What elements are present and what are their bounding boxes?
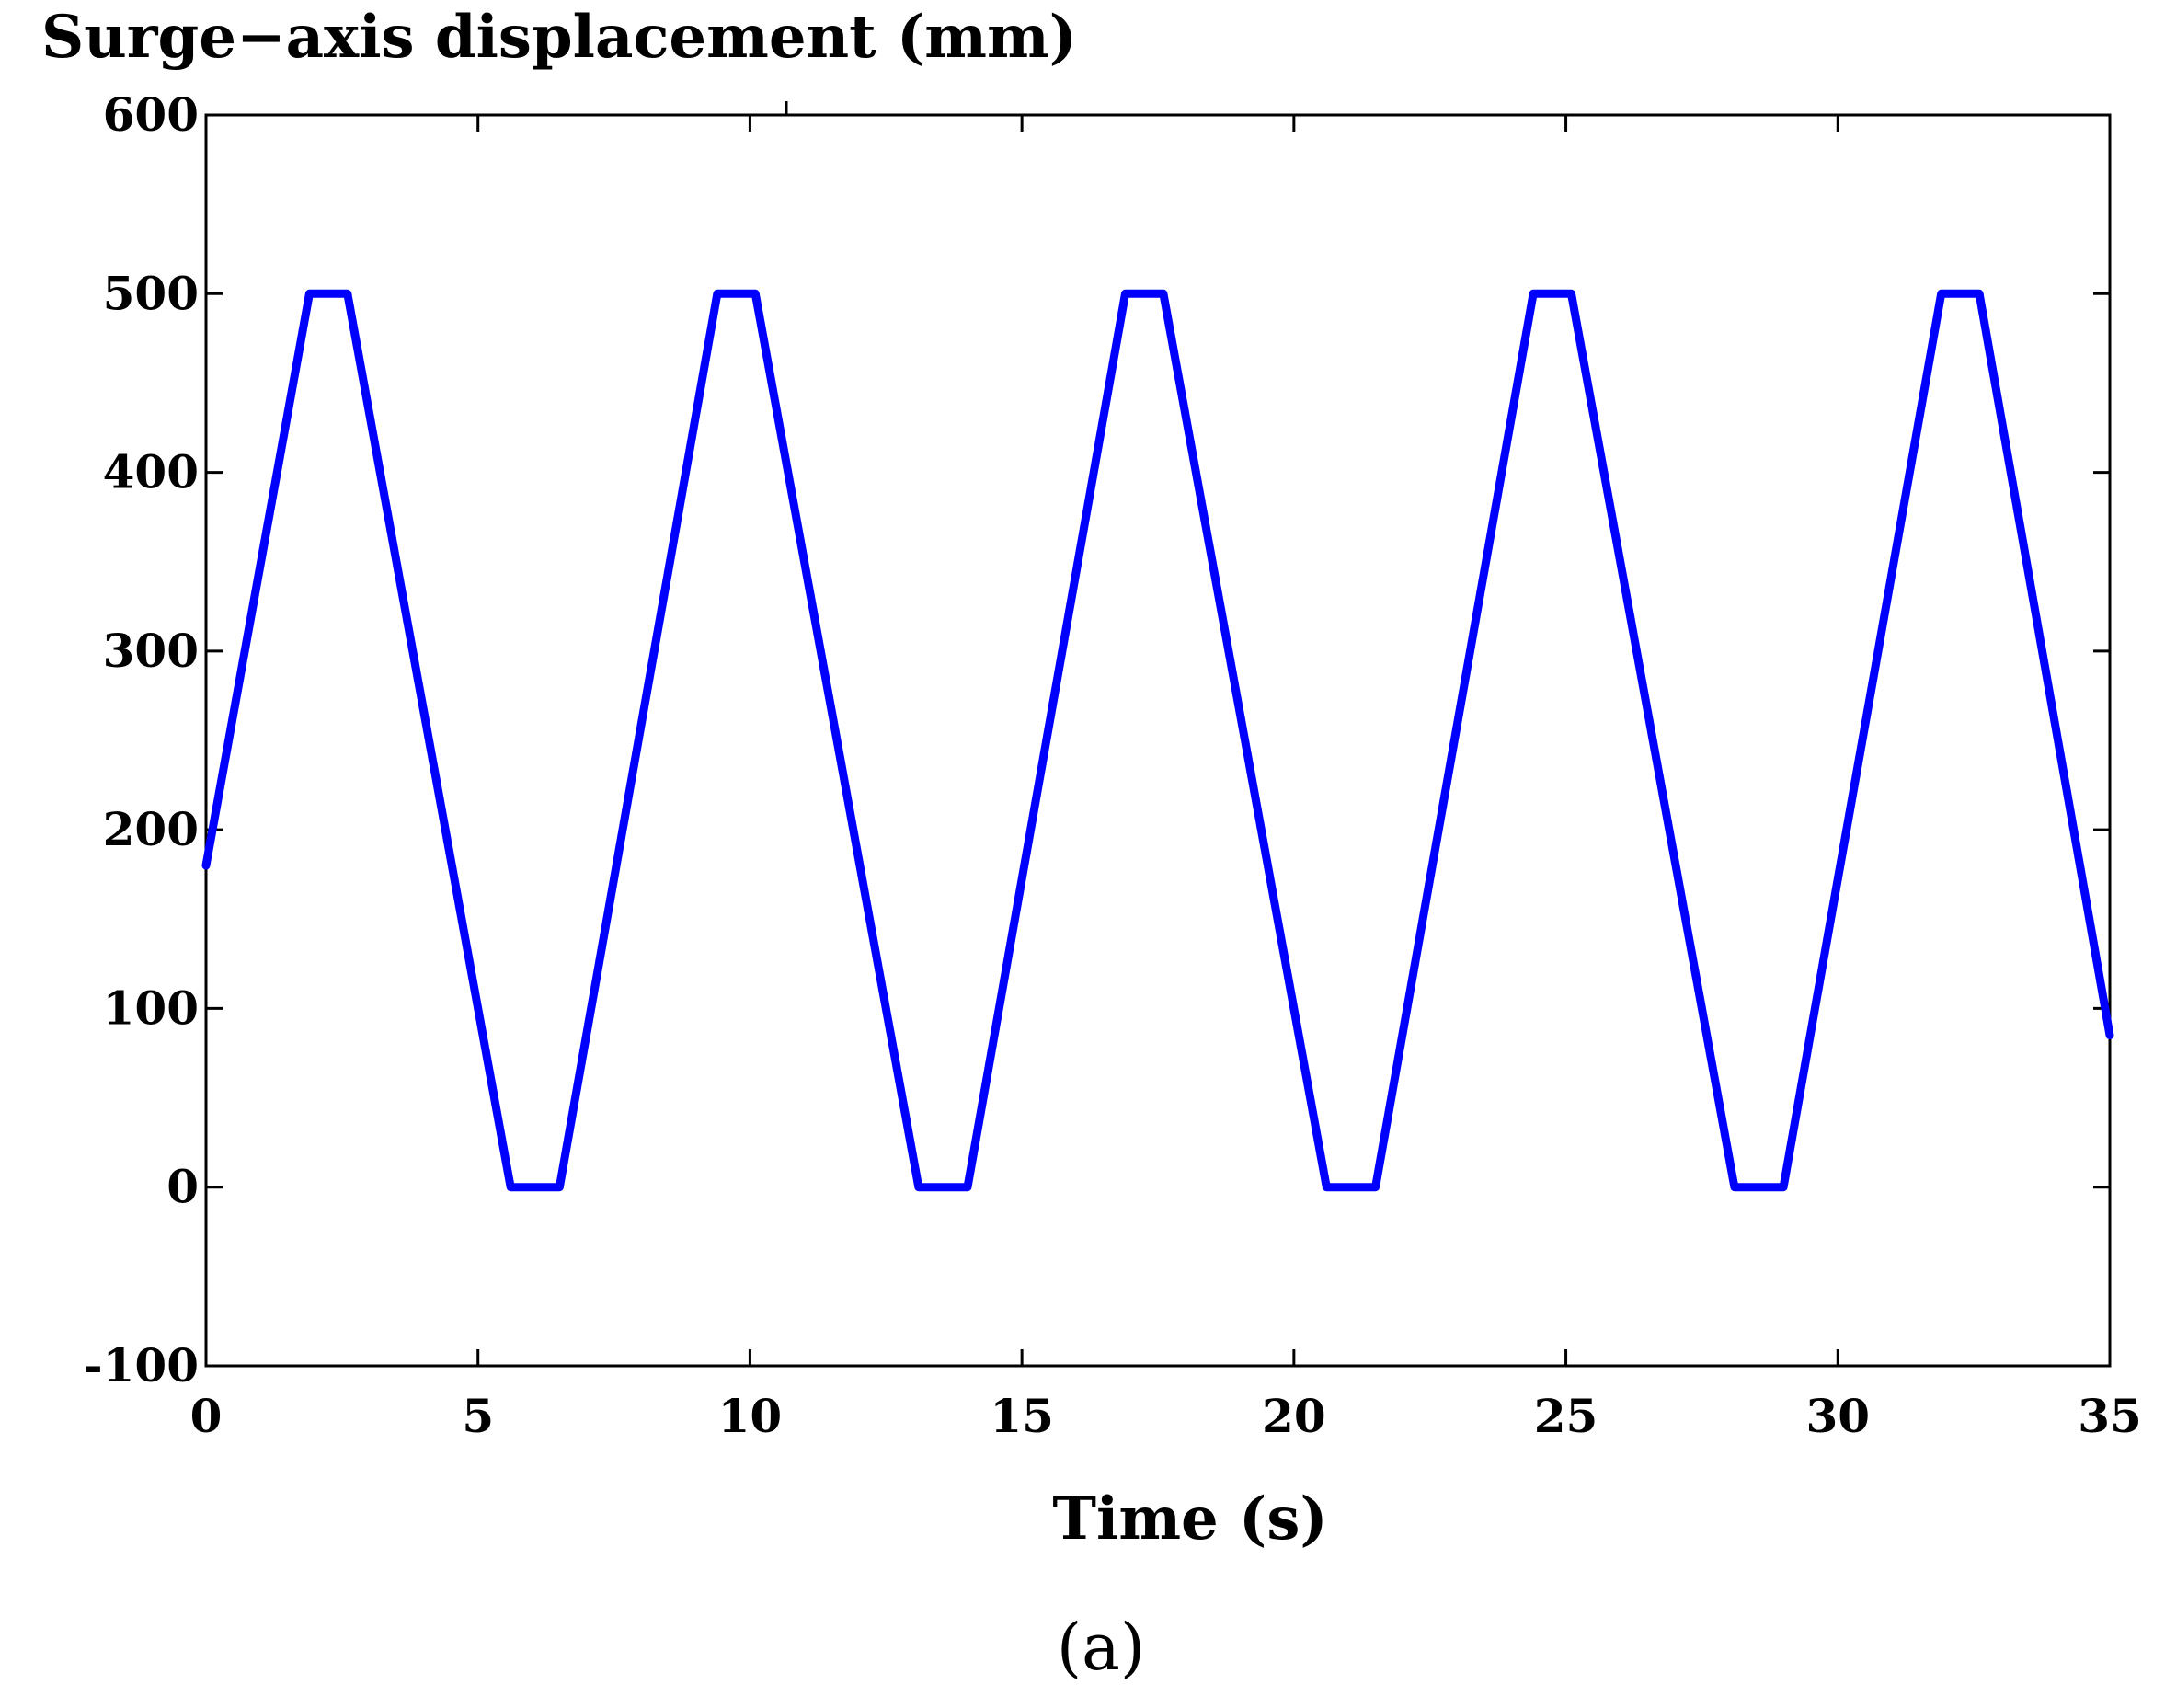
x-tick-label: 25 — [1534, 1389, 1598, 1443]
x-tick-label: 20 — [1262, 1389, 1326, 1443]
x-axis-label: Time (s) — [1052, 1484, 1327, 1553]
plot-frame — [204, 113, 2112, 1368]
y-tick-label: 100 — [103, 980, 199, 1035]
x-tick-label: 0 — [190, 1389, 223, 1443]
y-tick-label: -100 — [84, 1338, 199, 1393]
series-line-0 — [201, 289, 2114, 1192]
y-axis-ticks: -100 0 100 200 300 400 500 600 — [84, 87, 2110, 1393]
y-tick-label: 0 — [166, 1160, 199, 1214]
x-tick-label: 35 — [2078, 1389, 2142, 1443]
x-tick-label: 30 — [1805, 1389, 1870, 1443]
chart-title: Surge−axis displacement (mm) — [41, 3, 1077, 72]
x-tick-label: 15 — [990, 1389, 1054, 1443]
y-tick-label: 600 — [103, 87, 199, 142]
x-axis-ticks: 0 5 10 15 20 25 30 35 — [190, 115, 2142, 1443]
panel-caption: (a) — [1057, 1610, 1145, 1685]
y-tick-label: 400 — [103, 445, 199, 499]
y-tick-label: 200 — [103, 802, 199, 856]
x-tick-label: 5 — [462, 1389, 494, 1443]
y-tick-label: 500 — [103, 266, 199, 320]
x-tick-label: 10 — [718, 1389, 783, 1443]
series-layer — [201, 289, 2114, 1192]
y-tick-label: 300 — [103, 624, 199, 678]
